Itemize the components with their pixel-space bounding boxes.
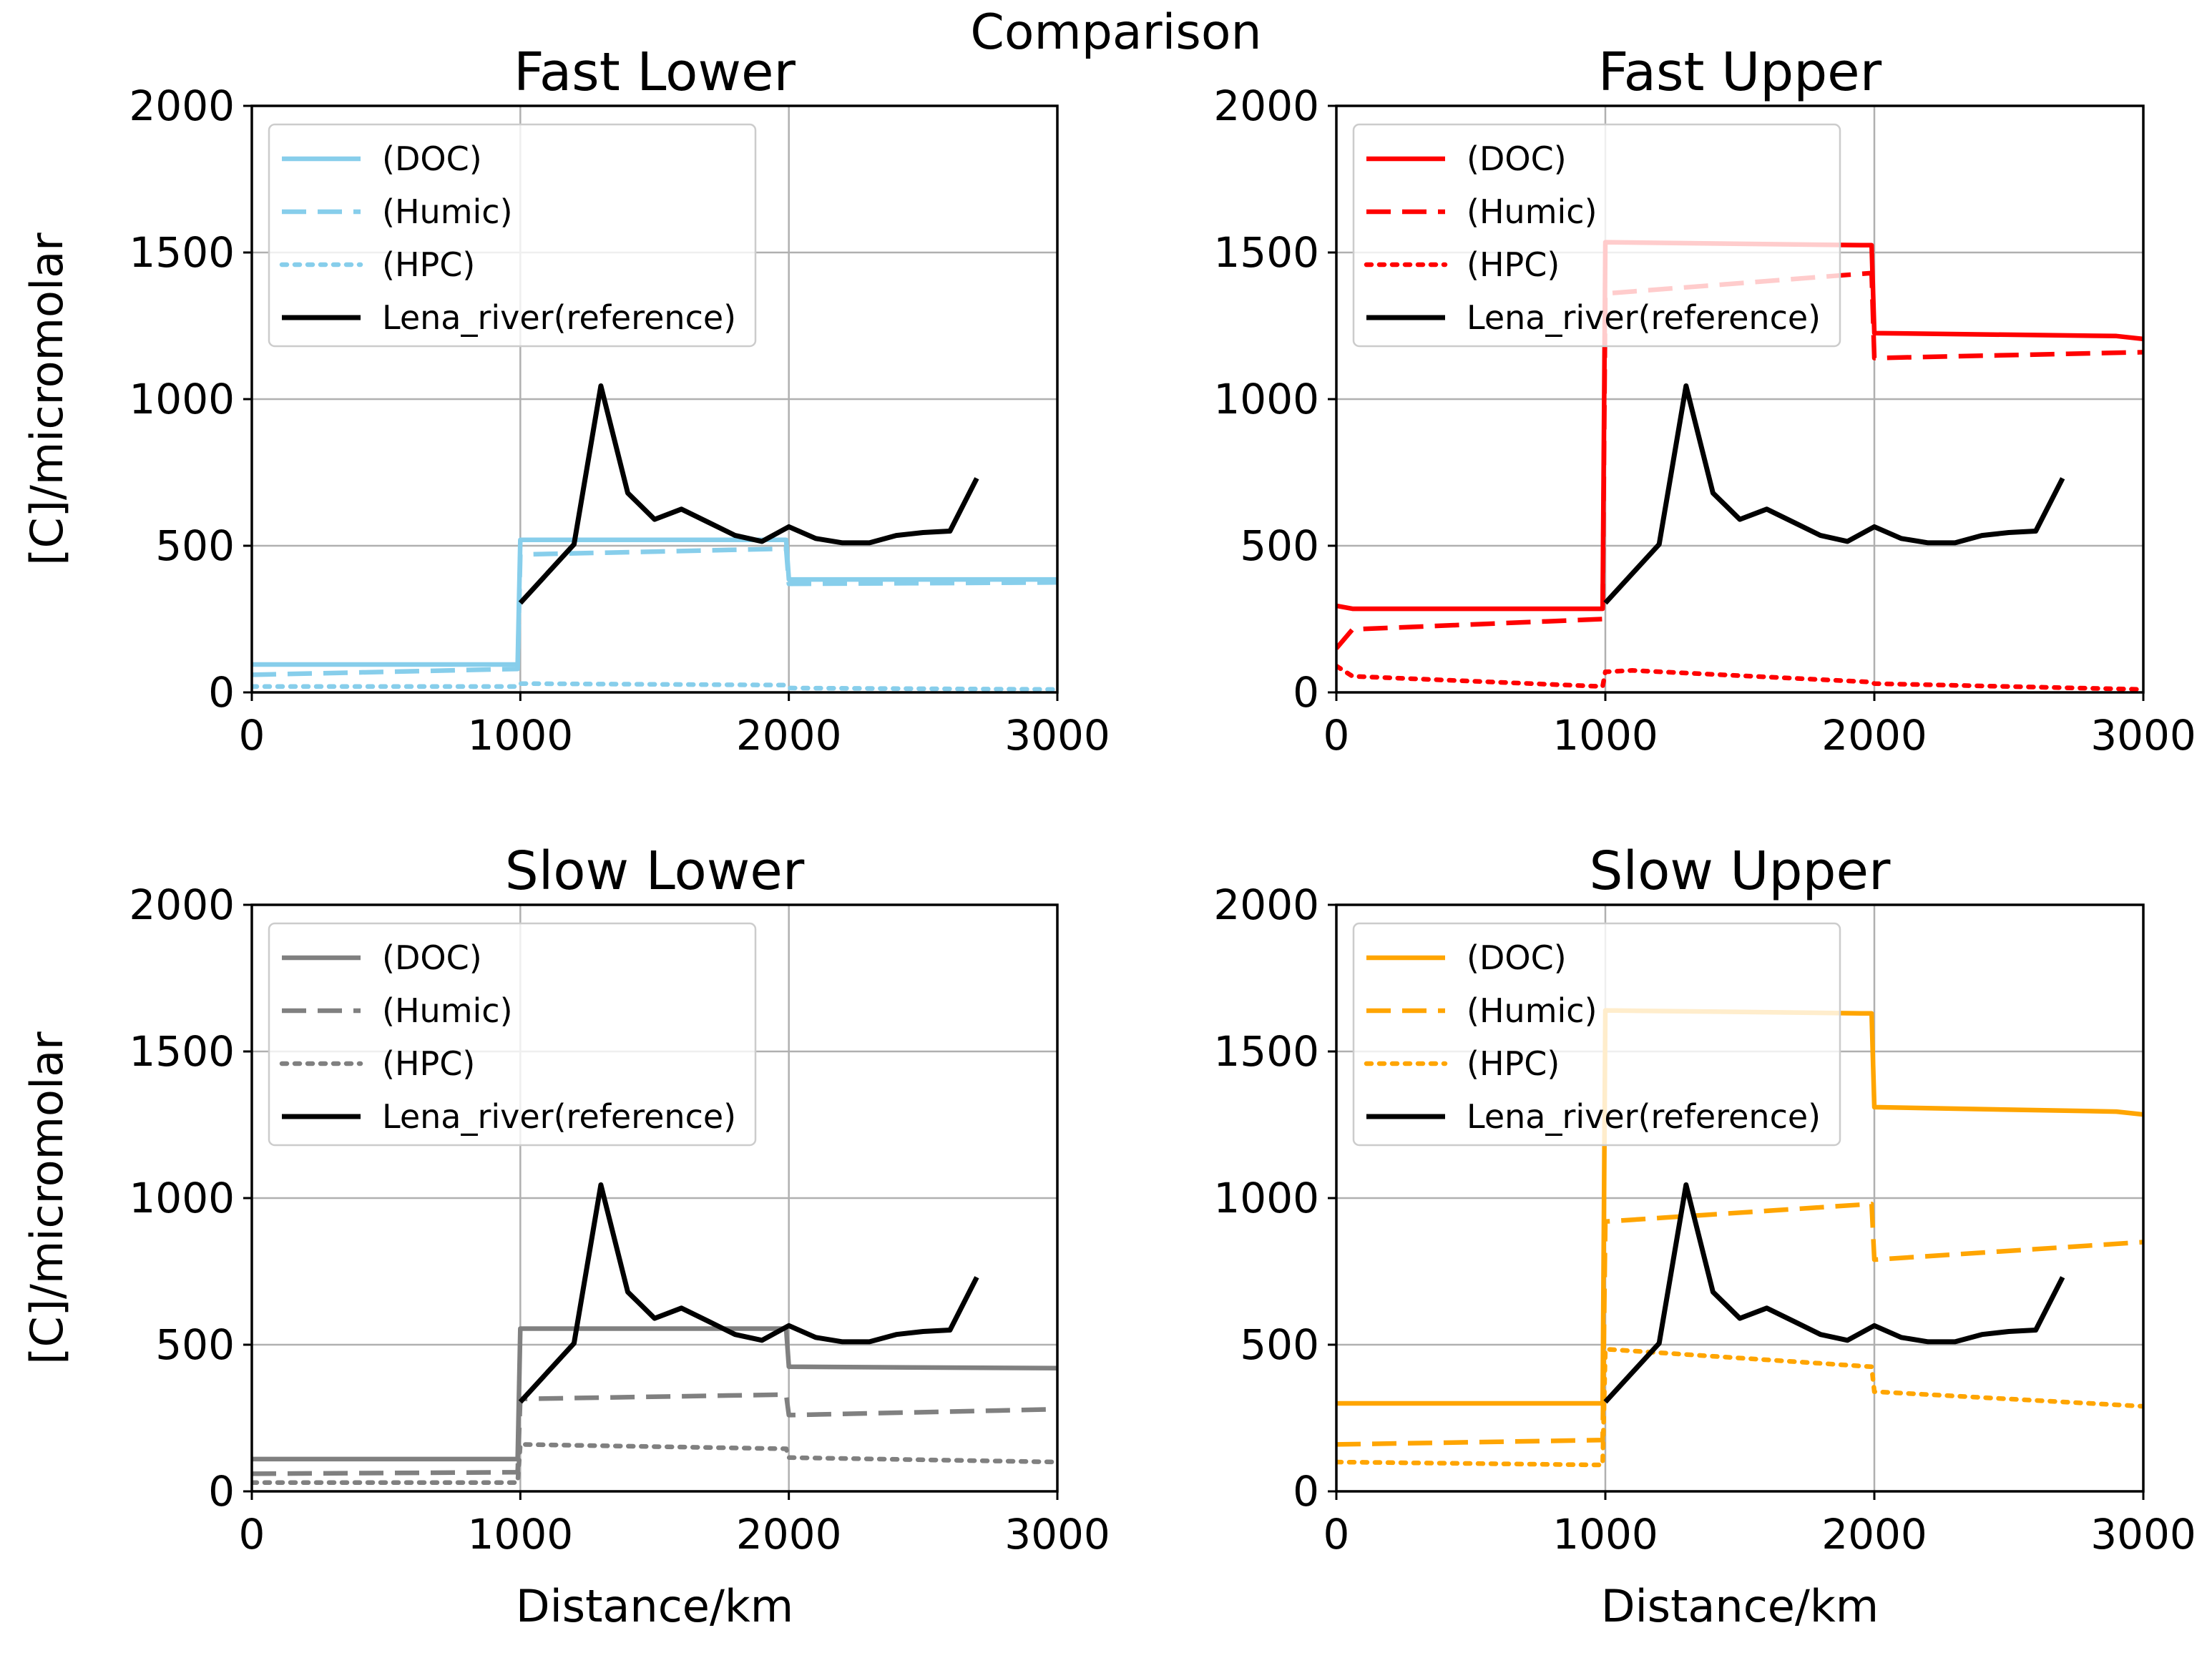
y-tick-label: 2000	[129, 82, 235, 130]
series-line-2	[1336, 1346, 2143, 1468]
legend-box	[1352, 922, 1841, 1147]
panel-title: Slow Upper	[1590, 840, 1891, 902]
y-tick-label: 1000	[1213, 1174, 1319, 1222]
x-tick-label: 3000	[2090, 711, 2196, 760]
legend-label-0: (DOC)	[382, 938, 482, 977]
legend: (DOC) (Humic) (HPC) Lena_river(reference)	[268, 123, 757, 348]
y-tick-label: 1000	[129, 375, 235, 423]
y-tick-label: 0	[1293, 1467, 1319, 1516]
legend-label-2: (HPC)	[382, 245, 475, 284]
x-tick-label: 1000	[468, 711, 574, 760]
y-tick-label: 1500	[129, 228, 235, 277]
series-line-2	[252, 1442, 1057, 1485]
x-tick-label: 2000	[1821, 711, 1927, 760]
series-group	[1336, 240, 2143, 692]
legend-label-2: (HPC)	[1467, 1044, 1560, 1083]
legend-label-3: Lena_river(reference)	[382, 298, 736, 337]
x-tick-label: 2000	[736, 711, 842, 760]
series-group	[252, 1182, 1057, 1485]
y-tick-label: 0	[208, 668, 235, 717]
x-tick-label: 1000	[1552, 1510, 1658, 1559]
y-tick-label: 500	[155, 1320, 235, 1369]
y-axis-label: [C]/micromolar	[21, 232, 73, 566]
x-tick-label: 2000	[1821, 1510, 1927, 1559]
x-tick-label: 2000	[736, 1510, 842, 1559]
x-axis-label: Distance/km	[516, 1580, 793, 1632]
legend-label-0: (DOC)	[1467, 938, 1567, 977]
legend-label-2: (HPC)	[382, 1044, 475, 1083]
series-line-3	[518, 1182, 979, 1404]
legend-label-3: Lena_river(reference)	[1467, 298, 1821, 337]
series-line-1	[252, 1392, 1057, 1476]
legend-label-1: (Humic)	[1467, 991, 1597, 1030]
legend-label-3: Lena_river(reference)	[1467, 1097, 1821, 1136]
legend-label-1: (Humic)	[382, 192, 513, 231]
legend: (DOC) (Humic) (HPC) Lena_river(reference)	[1352, 123, 1841, 348]
y-tick-label: 1000	[129, 1174, 235, 1222]
series-line-1	[252, 546, 1057, 677]
series-line-2	[1336, 663, 2143, 692]
series-group	[252, 383, 1057, 692]
legend-box	[1352, 123, 1841, 348]
legend-label-0: (DOC)	[1467, 139, 1567, 178]
x-tick-label: 3000	[1004, 711, 1110, 760]
series-line-3	[518, 383, 979, 605]
y-axis-label: [C]/micromolar	[21, 1031, 73, 1365]
legend: (DOC) (Humic) (HPC) Lena_river(reference)	[268, 922, 757, 1147]
legend-box	[268, 123, 757, 348]
legend: (DOC) (Humic) (HPC) Lena_river(reference)	[1352, 922, 1841, 1147]
chart-panel-2: 0 1000 2000 3000 0 500 1000 1500 2000 Slow Lower D…	[21, 840, 1110, 1632]
series-line-1	[1336, 1201, 2143, 1447]
panel-title: Fast Upper	[1598, 41, 1882, 103]
y-tick-label: 500	[1240, 521, 1319, 570]
legend-label-0: (DOC)	[382, 139, 482, 178]
x-tick-label: 0	[239, 711, 265, 760]
chart-panel-1: 0 1000 2000 3000 0 500 1000 1500 2000 Fast Upper (…	[1213, 41, 2196, 760]
x-tick-label: 0	[1323, 1510, 1350, 1559]
series-line-3	[1603, 1182, 2065, 1404]
figure-suptitle: Comparison	[970, 4, 1261, 61]
x-tick-label: 3000	[2090, 1510, 2196, 1559]
y-tick-label: 2000	[129, 881, 235, 929]
chart-panel-0: 0 1000 2000 3000 0 500 1000 1500 2000 Fast Lower […	[21, 41, 1110, 760]
y-tick-label: 1500	[129, 1027, 235, 1076]
x-tick-label: 0	[1323, 711, 1350, 760]
series-line-0	[252, 537, 1057, 667]
x-axis-label: Distance/km	[1601, 1580, 1879, 1632]
y-tick-label: 500	[1240, 1320, 1319, 1369]
x-tick-label: 0	[239, 1510, 265, 1559]
series-line-3	[1603, 383, 2065, 605]
legend-label-1: (Humic)	[382, 991, 513, 1030]
series-line-1	[1336, 270, 2143, 650]
series-line-2	[252, 681, 1057, 692]
y-tick-label: 1500	[1213, 1027, 1319, 1076]
y-tick-label: 2000	[1213, 881, 1319, 929]
panel-title: Slow Lower	[505, 840, 805, 902]
y-tick-label: 0	[208, 1467, 235, 1516]
legend-label-2: (HPC)	[1467, 245, 1560, 284]
y-tick-label: 1500	[1213, 228, 1319, 277]
x-tick-label: 3000	[1004, 1510, 1110, 1559]
series-line-0	[252, 1326, 1057, 1462]
series-group	[1336, 1008, 2143, 1468]
x-tick-label: 1000	[1552, 711, 1658, 760]
y-tick-label: 0	[1293, 668, 1319, 717]
legend-label-3: Lena_river(reference)	[382, 1097, 736, 1136]
legend-box	[268, 922, 757, 1147]
series-line-0	[1336, 240, 2143, 612]
y-tick-label: 2000	[1213, 82, 1319, 130]
panel-title: Fast Lower	[514, 41, 796, 103]
chart-panel-3: 0 1000 2000 3000 0 500 1000 1500 2000 Slow Upper D…	[1213, 840, 2196, 1632]
y-tick-label: 500	[155, 521, 235, 570]
legend-label-1: (Humic)	[1467, 192, 1597, 231]
x-tick-label: 1000	[468, 1510, 574, 1559]
y-tick-label: 1000	[1213, 375, 1319, 423]
